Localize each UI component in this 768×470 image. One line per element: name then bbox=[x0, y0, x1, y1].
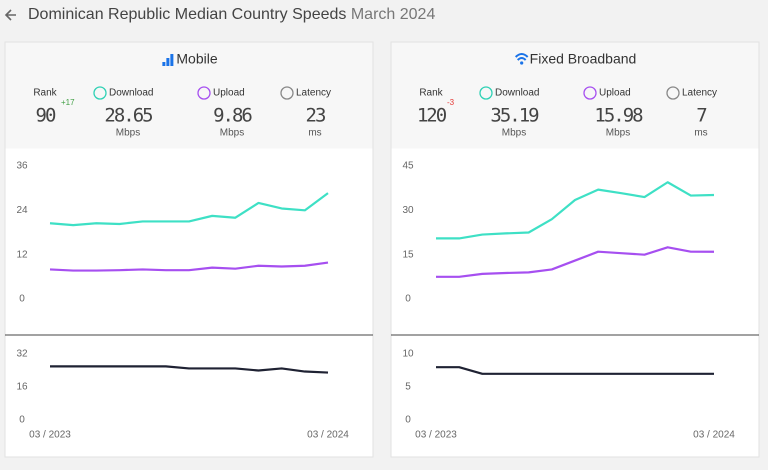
rank-change: +17 bbox=[61, 98, 75, 107]
title-date: March 2024 bbox=[351, 6, 436, 23]
y-tick-label: 30 bbox=[402, 205, 414, 216]
y-tick-label: 12 bbox=[16, 249, 28, 260]
page-title: Dominican Republic Median Country Speeds… bbox=[28, 6, 435, 23]
card-header bbox=[5, 42, 373, 149]
stat-value: 120 bbox=[417, 105, 447, 127]
signal-icon bbox=[162, 62, 166, 66]
series-line bbox=[49, 192, 329, 227]
y-tick-label: 45 bbox=[402, 161, 414, 172]
y-tick-label: 24 bbox=[16, 205, 28, 216]
x-tick-label: 03 / 2024 bbox=[307, 430, 349, 441]
stat-label: Upload bbox=[599, 88, 631, 99]
y-tick-label: 0 bbox=[19, 415, 25, 426]
y-tick-label: 32 bbox=[16, 349, 28, 360]
y-tick-label: 16 bbox=[16, 382, 28, 393]
signal-icon bbox=[170, 54, 174, 66]
stat-label: Latency bbox=[296, 88, 331, 99]
panel-title: Fixed Broadband bbox=[530, 51, 637, 67]
stat-label: Download bbox=[495, 88, 539, 99]
series-line bbox=[49, 261, 329, 272]
series-line bbox=[436, 246, 715, 278]
stat-value: 9.86 bbox=[213, 105, 252, 127]
x-tick-label: 03 / 2024 bbox=[693, 430, 735, 441]
series-line bbox=[50, 365, 329, 374]
stat-label: Rank bbox=[33, 88, 57, 99]
stat-unit: Mbps bbox=[606, 128, 630, 139]
stat-value: 7 bbox=[696, 105, 707, 127]
stat-icon bbox=[93, 86, 107, 100]
stat-unit: Mbps bbox=[502, 128, 526, 139]
series-line bbox=[436, 181, 715, 240]
stat-label: Upload bbox=[213, 88, 245, 99]
y-tick-label: 5 bbox=[405, 382, 411, 393]
x-tick-label: 03 / 2023 bbox=[29, 430, 71, 441]
y-tick-label: 15 bbox=[402, 249, 414, 260]
stat-unit: ms bbox=[694, 128, 707, 139]
stat-value: 23 bbox=[306, 105, 326, 127]
stat-value: 35.19 bbox=[490, 105, 539, 127]
y-tick-label: 0 bbox=[405, 415, 411, 426]
stat-icon bbox=[197, 86, 211, 100]
series-line bbox=[436, 366, 714, 375]
wifi-icon bbox=[514, 53, 529, 61]
stat-icon bbox=[479, 86, 493, 100]
stat-unit: Mbps bbox=[116, 128, 140, 139]
panel-title: Mobile bbox=[176, 51, 217, 67]
title-text: Dominican Republic Median Country Speeds bbox=[28, 6, 346, 23]
stat-label: Download bbox=[109, 88, 153, 99]
stat-icon bbox=[280, 86, 294, 100]
stat-value: 90 bbox=[36, 105, 56, 127]
y-tick-label: 10 bbox=[402, 349, 414, 360]
stat-icon bbox=[666, 86, 680, 100]
stat-label: Latency bbox=[682, 88, 717, 99]
signal-icon bbox=[166, 58, 170, 66]
back-arrow[interactable] bbox=[4, 9, 16, 21]
card-header bbox=[391, 42, 759, 149]
stat-unit: ms bbox=[308, 128, 321, 139]
stat-value: 15.98 bbox=[594, 105, 643, 127]
rank-change: -3 bbox=[447, 98, 455, 107]
wifi-icon bbox=[520, 61, 524, 65]
stat-value: 28.65 bbox=[104, 105, 152, 127]
stat-label: Rank bbox=[419, 88, 443, 99]
x-tick-label: 03 / 2023 bbox=[415, 430, 457, 441]
stat-icon bbox=[583, 86, 597, 100]
y-tick-label: 36 bbox=[16, 161, 28, 172]
y-tick-label: 0 bbox=[405, 294, 411, 305]
stat-unit: Mbps bbox=[220, 128, 244, 139]
y-tick-label: 0 bbox=[19, 294, 25, 305]
